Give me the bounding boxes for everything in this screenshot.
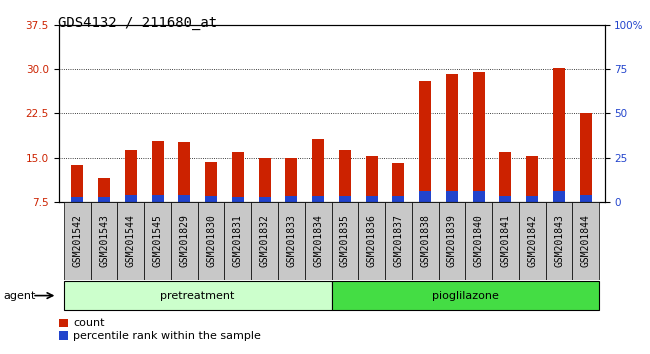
Bar: [305, 202, 332, 280]
Bar: [339, 196, 351, 202]
Bar: [232, 197, 244, 202]
Bar: [446, 74, 458, 202]
Bar: [358, 202, 385, 280]
Bar: [580, 113, 592, 202]
Bar: [98, 197, 110, 202]
Bar: [64, 202, 90, 280]
Bar: [332, 281, 599, 310]
Bar: [259, 197, 270, 202]
Bar: [366, 196, 378, 202]
Text: GSM201543: GSM201543: [99, 214, 109, 267]
Bar: [125, 195, 136, 202]
Bar: [251, 202, 278, 280]
Bar: [312, 196, 324, 202]
Text: percentile rank within the sample: percentile rank within the sample: [73, 331, 261, 341]
Bar: [64, 281, 332, 310]
Bar: [332, 202, 358, 280]
Text: GSM201833: GSM201833: [287, 214, 296, 267]
Bar: [259, 158, 270, 202]
Bar: [178, 142, 190, 202]
Bar: [526, 156, 538, 202]
Bar: [499, 152, 512, 202]
Bar: [446, 191, 458, 202]
Text: GSM201836: GSM201836: [367, 214, 376, 267]
Bar: [499, 196, 512, 202]
Text: pioglilazone: pioglilazone: [432, 291, 499, 301]
Bar: [198, 202, 224, 280]
Text: count: count: [73, 318, 105, 328]
Bar: [545, 202, 573, 280]
Bar: [312, 139, 324, 202]
Bar: [98, 178, 110, 202]
Bar: [224, 202, 251, 280]
Bar: [573, 202, 599, 280]
Bar: [232, 152, 244, 202]
Text: GSM201834: GSM201834: [313, 214, 323, 267]
Bar: [419, 81, 431, 202]
Bar: [72, 165, 83, 202]
Text: GSM201544: GSM201544: [125, 214, 136, 267]
Bar: [90, 202, 118, 280]
Bar: [439, 202, 465, 280]
Bar: [285, 158, 298, 202]
Bar: [393, 196, 404, 202]
Bar: [144, 202, 171, 280]
Text: GSM201837: GSM201837: [393, 214, 404, 267]
Bar: [285, 196, 298, 202]
Bar: [519, 202, 545, 280]
Bar: [553, 191, 565, 202]
Text: GSM201830: GSM201830: [206, 214, 216, 267]
Text: GSM201840: GSM201840: [474, 214, 484, 267]
Bar: [526, 196, 538, 202]
Bar: [492, 202, 519, 280]
Text: GSM201842: GSM201842: [527, 214, 538, 267]
Bar: [339, 150, 351, 202]
Bar: [473, 72, 485, 202]
Bar: [393, 164, 404, 202]
Bar: [580, 195, 592, 202]
Text: GSM201831: GSM201831: [233, 214, 243, 267]
Bar: [385, 202, 412, 280]
Text: GSM201545: GSM201545: [153, 214, 162, 267]
Bar: [171, 202, 198, 280]
Text: GSM201838: GSM201838: [420, 214, 430, 267]
Bar: [465, 202, 492, 280]
Bar: [278, 202, 305, 280]
Bar: [72, 197, 83, 202]
Bar: [366, 156, 378, 202]
Bar: [205, 162, 217, 202]
Text: GDS4132 / 211680_at: GDS4132 / 211680_at: [58, 16, 218, 30]
Bar: [412, 202, 439, 280]
Text: agent: agent: [3, 291, 36, 301]
Text: GSM201829: GSM201829: [179, 214, 189, 267]
Bar: [178, 195, 190, 202]
Bar: [419, 191, 431, 202]
Bar: [151, 195, 164, 202]
Bar: [118, 202, 144, 280]
Text: GSM201835: GSM201835: [340, 214, 350, 267]
Bar: [125, 150, 136, 202]
Text: GSM201844: GSM201844: [580, 214, 591, 267]
Text: GSM201843: GSM201843: [554, 214, 564, 267]
Text: GSM201832: GSM201832: [259, 214, 270, 267]
Text: pretreatment: pretreatment: [161, 291, 235, 301]
Text: GSM201839: GSM201839: [447, 214, 457, 267]
Text: GSM201841: GSM201841: [500, 214, 510, 267]
Bar: [151, 141, 164, 202]
Bar: [205, 196, 217, 202]
Bar: [473, 191, 485, 202]
Text: GSM201542: GSM201542: [72, 214, 83, 267]
Bar: [553, 68, 565, 202]
